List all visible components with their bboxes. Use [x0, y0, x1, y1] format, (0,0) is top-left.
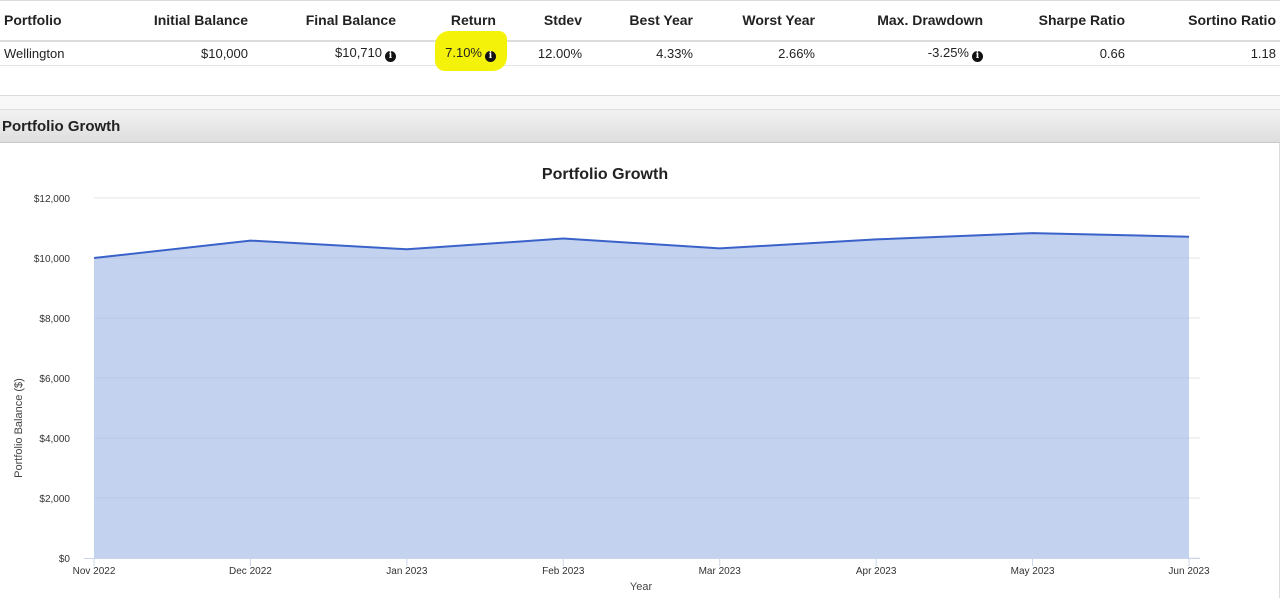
chart-container: Nov 2022 Dec 2022 Jan 2023 Feb 2023 Mar 2023… [0, 143, 1280, 598]
cell-return: 7.10% i [400, 30, 508, 71]
cell-max-drawdown: -3.25% i [819, 40, 987, 66]
section-title: Portfolio Growth [2, 118, 121, 135]
info-icon[interactable]: i [972, 50, 983, 62]
table-header-row: Portfolio Initial Balance Final Balance … [0, 0, 1280, 42]
x-tick-label: Jan 2023 [386, 566, 428, 577]
header-portfolio[interactable]: Portfolio [0, 0, 110, 42]
y-tick-label: $6,000 [39, 374, 70, 385]
header-best-year[interactable]: Best Year [586, 0, 697, 42]
x-axis-title: Year [630, 581, 653, 593]
series-line [93, 232, 1190, 259]
x-tick-label: Apr 2023 [856, 566, 897, 577]
y-tick-label: $0 [59, 554, 71, 565]
highlight-annotation: 7.10% i [435, 30, 508, 71]
series-area [94, 233, 1189, 558]
header-final-balance[interactable]: Final Balance [252, 0, 400, 42]
header-sharpe-ratio[interactable]: Sharpe Ratio [987, 0, 1129, 42]
table-row: Wellington $10,000 $10,710 i 7.10% i 12.00… [0, 30, 1280, 71]
cell-stdev: 12.00% [500, 40, 586, 66]
cell-portfolio: Wellington [0, 40, 110, 66]
header-stdev[interactable]: Stdev [500, 0, 586, 42]
section-header[interactable]: Portfolio Growth [0, 110, 1280, 143]
final-balance-value: $10,710 [335, 44, 382, 60]
y-tick-label: $10,000 [34, 254, 71, 265]
x-tick-label: Mar 2023 [699, 566, 742, 577]
chart-title: Portfolio Growth [542, 166, 668, 183]
info-icon[interactable]: i [385, 50, 396, 62]
x-tick-label: Dec 2022 [229, 566, 272, 577]
y-tick-label: $12,000 [34, 194, 71, 205]
portfolio-growth-chart: Nov 2022 Dec 2022 Jan 2023 Feb 2023 Mar 2023… [13, 166, 1210, 593]
return-value: 7.10% [445, 44, 482, 60]
y-tick-label: $8,000 [39, 314, 70, 325]
info-icon[interactable]: i [485, 50, 496, 62]
cell-initial-balance: $10,000 [110, 40, 252, 66]
cell-worst-year: 2.66% [697, 40, 819, 66]
max-drawdown-value: -3.25% [927, 44, 969, 60]
y-tick-label: $2,000 [39, 494, 70, 505]
y-axis-title: Portfolio Balance ($) [13, 378, 25, 478]
header-sortino-ratio[interactable]: Sortino Ratio [1129, 0, 1280, 42]
y-tick-label: $4,000 [39, 434, 70, 445]
cell-best-year: 4.33% [586, 40, 697, 66]
highlight-mark [435, 30, 508, 71]
table-footer-divider [0, 95, 1280, 110]
x-tick-label: Nov 2022 [73, 566, 116, 577]
x-tick-label: May 2023 [1011, 566, 1055, 577]
summary-table: Portfolio Initial Balance Final Balance … [0, 0, 1280, 71]
cell-sortino-ratio: 1.18 [1129, 40, 1280, 66]
x-tick-label: Feb 2023 [542, 566, 585, 577]
header-max-drawdown[interactable]: Max. Drawdown [819, 0, 987, 42]
x-tick-label: Jun 2023 [1168, 566, 1210, 577]
cell-sharpe-ratio: 0.66 [987, 40, 1129, 66]
header-initial-balance[interactable]: Initial Balance [110, 0, 252, 42]
cell-final-balance: $10,710 i [252, 40, 400, 66]
header-worst-year[interactable]: Worst Year [697, 0, 819, 42]
